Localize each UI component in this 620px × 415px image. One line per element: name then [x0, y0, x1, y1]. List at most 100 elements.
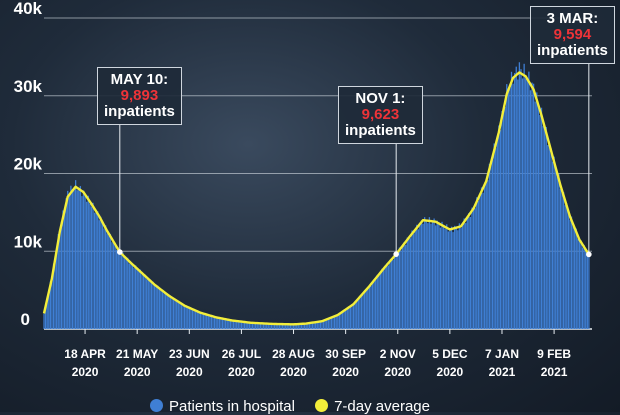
bar [267, 323, 269, 329]
bar [98, 220, 100, 329]
bar [93, 212, 96, 329]
bar [127, 257, 129, 329]
average-line [42, 71, 590, 326]
bar [525, 78, 527, 329]
bar [280, 324, 282, 329]
bar [329, 317, 331, 329]
bar [114, 242, 116, 329]
bar [318, 321, 320, 329]
bar [428, 217, 431, 329]
bar [409, 238, 412, 329]
bar [217, 317, 219, 329]
bar [502, 105, 505, 329]
callout-unit: inpatients [537, 42, 608, 59]
bar [63, 210, 66, 329]
bar [439, 227, 442, 329]
bar [578, 238, 581, 329]
bar [210, 316, 213, 329]
bar [299, 323, 301, 329]
x-tick-year: 2020 [332, 365, 359, 379]
bar [362, 294, 364, 329]
bar [277, 323, 279, 329]
bar [512, 83, 514, 330]
bar [201, 313, 203, 329]
x-tick-label: 2 NOV [380, 347, 416, 361]
bar [82, 190, 85, 329]
bar [315, 322, 317, 329]
bar [346, 307, 348, 329]
x-tick-year: 2020 [280, 365, 307, 379]
bar [390, 259, 393, 329]
bar [297, 324, 299, 329]
bar [213, 316, 216, 329]
bar [255, 323, 257, 329]
bar [152, 281, 154, 329]
bar [300, 323, 303, 329]
bar [583, 244, 585, 329]
bar [111, 242, 113, 329]
bar [351, 304, 353, 329]
bar [90, 206, 93, 329]
bar [368, 285, 371, 329]
x-tick-label: 7 JAN [485, 347, 519, 361]
bar [373, 279, 375, 329]
bar [76, 190, 78, 329]
x-tick-year: 2020 [437, 365, 464, 379]
x-tick-label: 21 MAY [116, 347, 158, 361]
bar [570, 216, 573, 329]
bar [141, 274, 143, 329]
legend: Patients in hospital 7-day average [150, 398, 446, 415]
bar [253, 323, 255, 329]
bar [168, 296, 170, 329]
bar [457, 230, 459, 329]
bar [532, 83, 535, 329]
annotation-marker [393, 251, 399, 257]
bar [562, 192, 565, 329]
bar [536, 92, 538, 329]
bar [518, 62, 521, 329]
bar [169, 295, 172, 329]
bar [419, 222, 421, 329]
bar [292, 324, 295, 329]
bar [548, 141, 551, 329]
bar [70, 185, 72, 329]
bar [285, 324, 287, 329]
x-tick-label: 5 DEC [432, 347, 468, 361]
legend-swatch-blue-icon [150, 399, 163, 412]
bar [427, 223, 429, 329]
bar [234, 320, 236, 329]
bar [482, 192, 484, 329]
bar [232, 320, 235, 329]
bar [581, 247, 584, 329]
bar [183, 305, 186, 329]
bar [272, 323, 274, 329]
bar [294, 324, 296, 329]
bar [585, 249, 587, 329]
y-tick-label: 0 [21, 310, 30, 329]
x-tick-year: 2020 [384, 365, 411, 379]
bar [433, 218, 435, 329]
annotation-leaders [117, 64, 592, 258]
callout-date: MAY 10: [110, 71, 169, 88]
bar [400, 250, 402, 329]
bar [477, 201, 479, 329]
bar [243, 321, 246, 329]
bar [330, 317, 333, 329]
bar [514, 73, 516, 329]
bar [296, 324, 298, 329]
bar [81, 196, 83, 329]
x-tick-label: 23 JUN [169, 347, 210, 361]
legend-label: Patients in hospital [169, 398, 295, 415]
bar [291, 324, 293, 329]
bar [338, 313, 341, 329]
bar [146, 279, 148, 329]
bar [245, 322, 247, 329]
bar [441, 221, 443, 329]
bar [204, 313, 206, 329]
bar [307, 323, 309, 329]
bar [258, 323, 260, 329]
bar [572, 225, 574, 329]
bar [122, 252, 124, 329]
callout-value: 9,623 [361, 106, 400, 123]
bar [469, 216, 472, 329]
